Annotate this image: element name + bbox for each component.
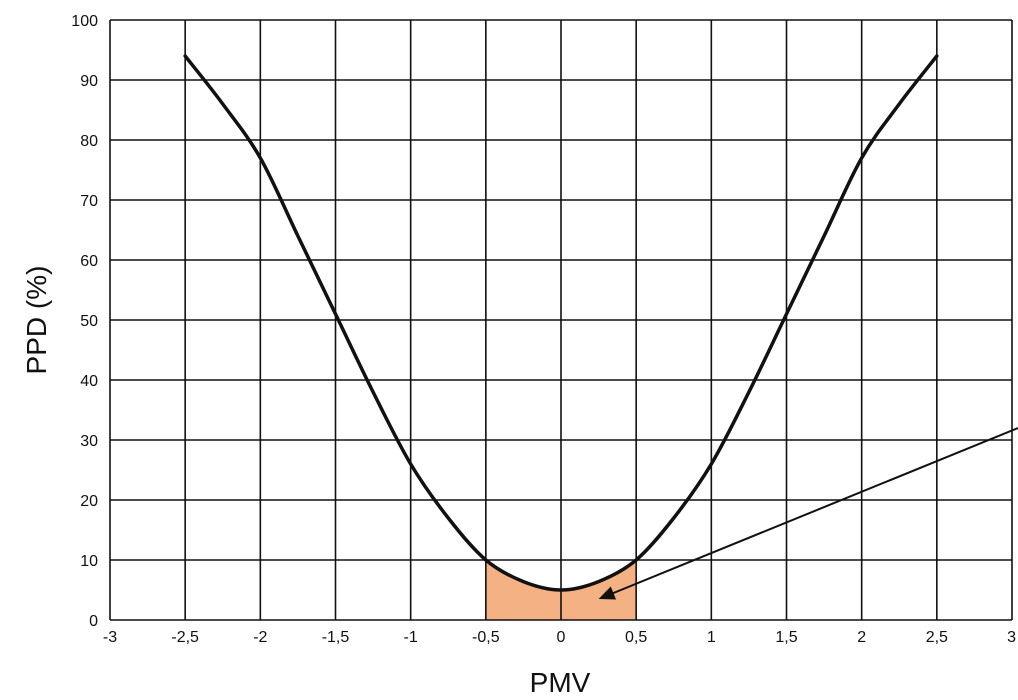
x-tick-label-9: 1,5 [775,629,797,646]
y-tick-label-6: 60 [80,253,98,270]
x-tick-label-12: 3 [1007,629,1016,646]
x-tick-label-4: -1 [404,629,418,646]
y-tick-label-0: 0 [89,613,98,630]
tick-layer: -3 -2,5 -2 -1,5 -1 -0,5 0 0,5 1 1,5 2 2,5 3010203040… [71,13,1016,646]
annotation-arrow-line [608,427,1018,596]
annotation-arrow-head [598,586,617,600]
x-tick-label-8: 1 [707,629,716,646]
x-tick-label-2: -2 [253,629,267,646]
x-axis-title: PMV [530,667,591,698]
y-tick-label-4: 40 [80,373,98,390]
x-tick-label-6: 0 [557,629,566,646]
grid-layer [109,19,1013,621]
ppd-curve [183,54,939,592]
x-tick-label-10: 2 [857,629,866,646]
arrow-layer [598,427,1018,600]
y-tick-label-9: 90 [80,73,98,90]
y-tick-label-1: 10 [80,553,98,570]
y-tick-label-5: 50 [80,313,98,330]
y-tick-label-3: 30 [80,433,98,450]
y-tick-label-7: 70 [80,193,98,210]
x-tick-label-3: -1,5 [322,629,350,646]
y-tick-label-10: 100 [71,13,98,30]
line-layer [183,54,939,592]
x-tick-label-0: -3 [103,629,117,646]
x-tick-label-7: 0,5 [625,629,647,646]
y-tick-label-2: 20 [80,493,98,510]
x-tick-label-11: 2,5 [926,629,948,646]
x-tick-label-1: -2,5 [171,629,199,646]
y-tick-label-8: 80 [80,133,98,150]
y-axis-title: PPD (%) [21,266,52,375]
x-tick-label-5: -0,5 [472,629,500,646]
